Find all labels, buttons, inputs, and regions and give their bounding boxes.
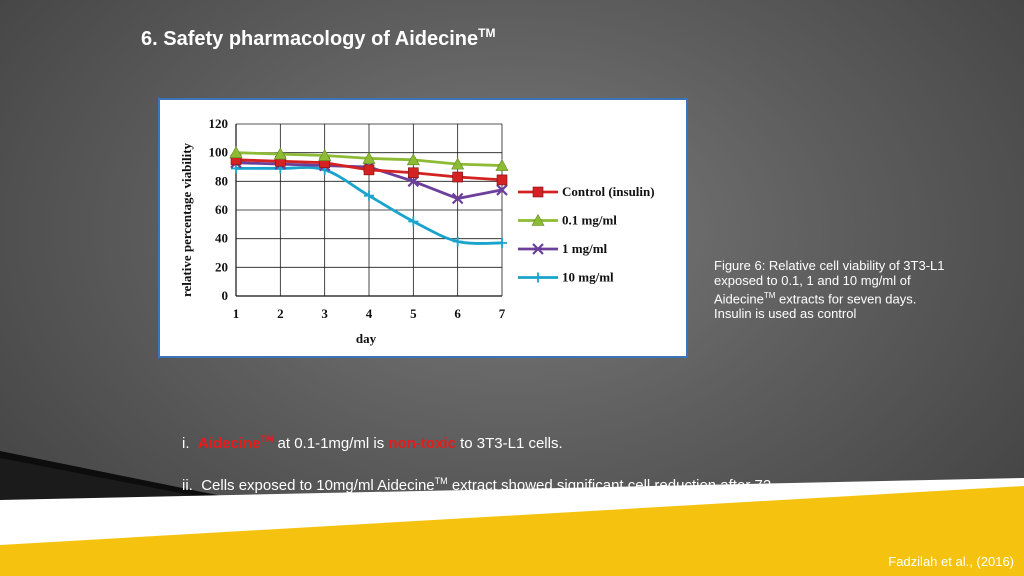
data-point <box>451 192 464 205</box>
data-point <box>496 184 508 196</box>
caption-trademark: TM <box>763 291 776 300</box>
finding-1-number: i. <box>182 435 190 452</box>
x-tick-label: 4 <box>366 306 373 321</box>
y-tick-label: 20 <box>215 259 228 274</box>
finding-2-line-2: hours, lost in cell survival capacity be… <box>182 496 490 513</box>
caption-line-1: Figure 6: Relative cell viability of 3T3… <box>714 258 945 273</box>
legend-marker <box>531 213 545 226</box>
data-point <box>408 216 419 227</box>
citation: Fadzilah et al., (2016) <box>888 554 1014 569</box>
y-tick-label: 0 <box>222 288 229 303</box>
series-control-insulin- <box>230 154 508 186</box>
series-0-1-mg-ml <box>229 146 509 171</box>
chart-panel: 0 20 40 60 80 100 120 1 2 3 4 5 6 7 day relative percen… <box>158 98 688 358</box>
data-point <box>229 146 243 158</box>
data-point <box>408 167 419 179</box>
finding-2: ii. Cells exposed to 10mg/ml AidecineTM … <box>182 472 882 495</box>
data-point <box>362 151 376 164</box>
finding-1-product: AidecineTM <box>197 434 274 452</box>
legend-label: Control (insulin) <box>562 184 655 199</box>
chart-axes: 0 20 40 60 80 100 120 1 2 3 4 5 6 7 day relative percen… <box>179 116 506 346</box>
x-tick-label: 5 <box>410 306 417 321</box>
data-point <box>406 153 420 166</box>
data-point <box>452 171 463 183</box>
legend-label: 1 mg/ml <box>562 241 608 256</box>
legend-marker <box>532 186 544 198</box>
finding-1-end: to 3T3-L1 cells. <box>455 435 563 452</box>
y-tick-label: 100 <box>209 145 229 160</box>
chart-series <box>229 146 509 248</box>
finding-1-trademark: TM <box>260 434 274 444</box>
legend-marker <box>533 272 543 283</box>
data-point <box>363 164 375 176</box>
legend-marker <box>532 243 544 255</box>
title-trademark: TM <box>478 26 496 40</box>
finding-2-text-end: extract showed significant cell reductio… <box>447 477 772 494</box>
data-point <box>497 237 507 248</box>
data-point <box>273 147 287 160</box>
finding-2-trademark: TM <box>434 476 448 486</box>
finding-2-text: Cells exposed to 10mg/ml Aidecine <box>201 477 435 494</box>
chart-legend: Control (insulin) 0.1 mg/ml 1 mg/ml 10 mg/m… <box>518 184 655 285</box>
y-tick-label: 60 <box>215 202 228 217</box>
data-point <box>495 158 509 171</box>
data-point <box>452 236 463 247</box>
caption-line-3: AidecineTM extracts for seven days. <box>714 288 1004 306</box>
x-tick-label: 6 <box>454 306 461 321</box>
finding-2-number: ii. <box>182 477 193 494</box>
y-tick-label: 80 <box>215 173 228 188</box>
y-tick-label: 120 <box>209 116 229 131</box>
slide-title: 6. Safety pharmacology of AidecineTM <box>141 26 495 51</box>
data-point <box>451 157 465 170</box>
finding-1-text: at 0.1-1mg/ml is <box>273 435 389 452</box>
x-tick-label: 2 <box>277 306 284 321</box>
legend-label: 0.1 mg/ml <box>562 213 617 228</box>
finding-1: i. AidecineTM at 0.1-1mg/ml is non-toxic… <box>182 430 882 453</box>
x-tick-label: 3 <box>321 306 328 321</box>
x-tick-label: 7 <box>499 306 506 321</box>
data-point <box>364 190 374 201</box>
x-tick-label: 1 <box>233 306 240 321</box>
caption-line-3-end: extracts for seven days. <box>775 291 917 307</box>
key-findings: i. AidecineTM at 0.1-1mg/ml is non-toxic… <box>182 430 882 514</box>
viability-line-chart: 0 20 40 60 80 100 120 1 2 3 4 5 6 7 day relative percen… <box>179 116 655 346</box>
data-point <box>318 148 332 161</box>
figure-caption: Figure 6: Relative cell viability of 3T3… <box>714 258 1004 321</box>
caption-line-2: exposed to 0.1, 1 and 10 mg/ml of <box>714 273 911 288</box>
legend-label: 10 mg/ml <box>562 270 614 285</box>
x-axis-title: day <box>356 331 377 346</box>
finding-1-highlight: non-toxic <box>388 435 456 452</box>
caption-product: Aidecine <box>714 291 764 307</box>
y-axis-title: relative percentage viability <box>179 142 194 297</box>
data-point <box>496 174 508 186</box>
y-tick-label: 40 <box>215 231 228 246</box>
slide-title-text: 6. Safety pharmacology of Aidecine <box>141 28 479 50</box>
finding-1-product-name: Aidecine <box>197 435 261 452</box>
caption-line-4: Insulin is used as control <box>714 306 857 322</box>
